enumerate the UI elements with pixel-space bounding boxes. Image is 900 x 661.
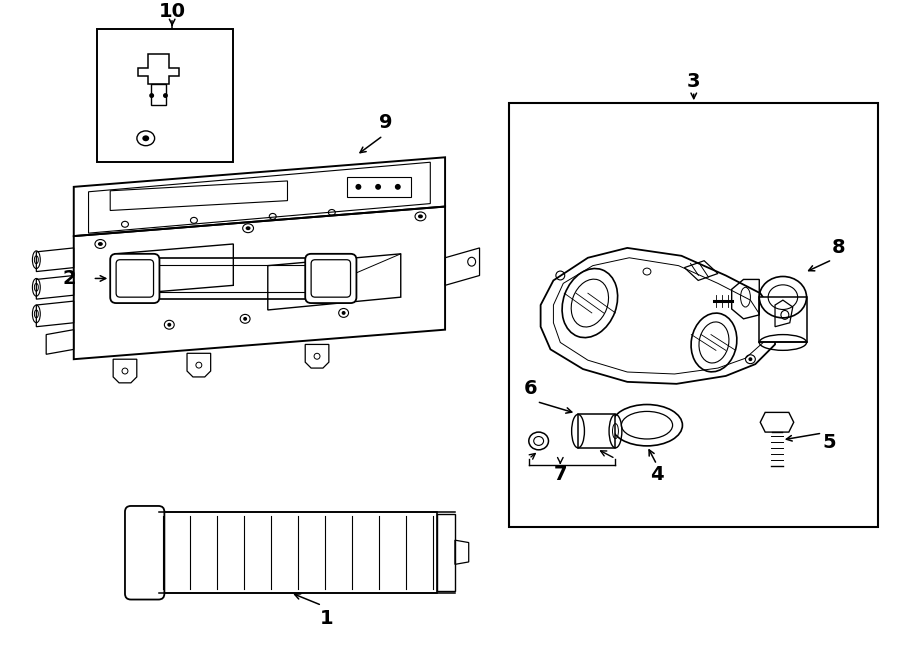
Text: 7: 7 <box>554 465 567 484</box>
Text: 6: 6 <box>524 379 537 399</box>
Text: 10: 10 <box>158 2 185 21</box>
Bar <box>97 29 233 162</box>
Bar <box>437 514 454 591</box>
Ellipse shape <box>356 184 362 190</box>
Ellipse shape <box>243 317 248 321</box>
Ellipse shape <box>167 323 171 327</box>
Text: 1: 1 <box>320 609 334 628</box>
Text: 4: 4 <box>650 465 663 484</box>
Ellipse shape <box>375 184 381 190</box>
Ellipse shape <box>749 357 752 361</box>
Ellipse shape <box>149 93 154 98</box>
FancyBboxPatch shape <box>110 254 159 303</box>
FancyBboxPatch shape <box>311 260 350 297</box>
Ellipse shape <box>342 311 346 315</box>
FancyBboxPatch shape <box>305 254 356 303</box>
Bar <box>346 177 410 197</box>
Text: 8: 8 <box>832 239 846 257</box>
Ellipse shape <box>98 242 103 246</box>
Bar <box>578 414 616 448</box>
Bar <box>159 512 437 593</box>
FancyBboxPatch shape <box>116 260 154 297</box>
Text: 9: 9 <box>379 113 392 132</box>
Bar <box>509 103 878 527</box>
Text: 3: 3 <box>687 72 700 91</box>
Ellipse shape <box>142 136 149 141</box>
Ellipse shape <box>163 93 168 98</box>
Text: 2: 2 <box>62 269 76 288</box>
Ellipse shape <box>418 214 423 218</box>
Ellipse shape <box>246 226 250 230</box>
Ellipse shape <box>395 184 400 190</box>
Text: 5: 5 <box>823 434 836 452</box>
FancyBboxPatch shape <box>125 506 165 600</box>
Bar <box>760 297 806 342</box>
